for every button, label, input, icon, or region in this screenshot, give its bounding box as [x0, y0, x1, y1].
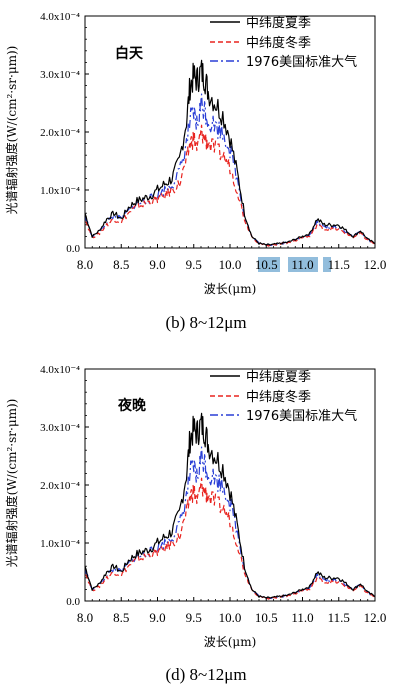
panel-b-xtick-label: 10.0: [219, 257, 242, 272]
panel-d-series-line-2: [84, 446, 376, 600]
panel-b-xtick-label: 12.0: [364, 257, 387, 272]
panel-b-xtick-label: 8.0: [77, 257, 93, 272]
panel-d-xtick-label: 11.0: [291, 610, 313, 625]
panel-d-xtick-label: 11.5: [328, 610, 350, 625]
panel-d-xtick-label: 10.5: [255, 610, 278, 625]
panel-d-ytick-label: 3.0x10⁻⁴: [40, 422, 80, 434]
panel-d-annotation: 夜晚: [117, 397, 146, 414]
panel-d-xtick-label: 10.0: [219, 610, 242, 625]
panel-d-legend-us1976: 1976美国标准大气: [246, 408, 357, 424]
panel-b-ylabel: 光谱辐射强度(W/(cm²·sr·μm)): [4, 46, 19, 215]
panel-d-ylabel: 光谱辐射强度(W/(cm²·sr·μm)): [4, 399, 19, 568]
panel-d-xtick-label: 8.5: [113, 610, 129, 625]
panel-b-xtick-label: 9.0: [149, 257, 165, 272]
panel-b-tick-highlight-11-5: [323, 257, 331, 272]
panel-b-legend-us1976: 1976美国标准大气: [246, 54, 357, 70]
panel-b-ytick-label: 4.0x10⁻⁴: [40, 11, 80, 23]
panel-d-legend-summer: 中纬度夏季: [246, 369, 311, 385]
panel-b-xtick-label: 9.5: [186, 257, 202, 272]
panel-d-plot-frame: [84, 368, 376, 602]
panel-b-tick-highlight-11-0: [288, 257, 318, 272]
panel-d-xtick-label: 9.0: [149, 610, 165, 625]
panel-b-series-line-0: [84, 59, 376, 246]
panel-d-legend: 中纬度夏季 中纬度冬季 1976美国标准大气: [210, 369, 357, 424]
panel-d: (d) 8~12μm 波长(μm) 光谱辐射强度(W/(cm²·sr·μm)) …: [4, 364, 386, 684]
panel-d-xtick-label: 12.0: [364, 610, 387, 625]
panel-b: (b) 8~12μm 波长(μm) 光谱辐射强度(W/(cm²·sr·μm)) …: [4, 11, 386, 332]
panel-b-ytick-label: 2.0x10⁻⁴: [40, 127, 80, 139]
panel-b-caption: (b) 8~12μm: [165, 313, 246, 332]
panel-d-ytick-label: 1.0x10⁻⁴: [40, 538, 80, 550]
panel-d-legend-winter: 中纬度冬季: [246, 389, 311, 405]
panel-d-series-line-0: [84, 412, 376, 599]
panel-b-series-line-2: [84, 93, 376, 247]
panel-d-ytick-label: 4.0x10⁻⁴: [40, 364, 80, 376]
panel-b-xtick-label: 11.0: [291, 257, 313, 272]
panel-b-xtick-label: 8.5: [113, 257, 129, 272]
panel-b-ytick-label: 0.0: [66, 243, 80, 255]
panel-d-xlabel: 波长(μm): [204, 635, 257, 649]
panel-b-legend-winter: 中纬度冬季: [246, 35, 311, 51]
panel-b-tick-highlight-10-5: [258, 257, 280, 272]
panel-d-xtick-label: 8.0: [77, 610, 93, 625]
panel-b-legend-summer: 中纬度夏季: [246, 15, 311, 31]
panel-b-annotation: 白天: [115, 45, 144, 62]
panel-d-ytick-label: 2.0x10⁻⁴: [40, 480, 80, 492]
panel-b-xtick-label: 10.5: [255, 257, 278, 272]
panel-b-xlabel: 波长(μm): [204, 282, 257, 296]
panel-b-legend: 中纬度夏季 中纬度冬季 1976美国标准大气: [210, 15, 357, 70]
panel-b-ytick-label: 3.0x10⁻⁴: [40, 69, 80, 81]
panel-d-caption: (d) 8~12μm: [165, 665, 246, 684]
panel-b-ytick-label: 1.0x10⁻⁴: [40, 185, 80, 197]
panel-d-xtick-label: 9.5: [186, 610, 202, 625]
panel-b-xtick-label: 11.5: [328, 257, 350, 272]
panel-d-series-line-1: [84, 477, 376, 600]
panel-d-ytick-label: 0.0: [66, 596, 80, 608]
panel-b-plot-frame: [84, 15, 376, 249]
panel-b-series-line-1: [84, 124, 376, 247]
